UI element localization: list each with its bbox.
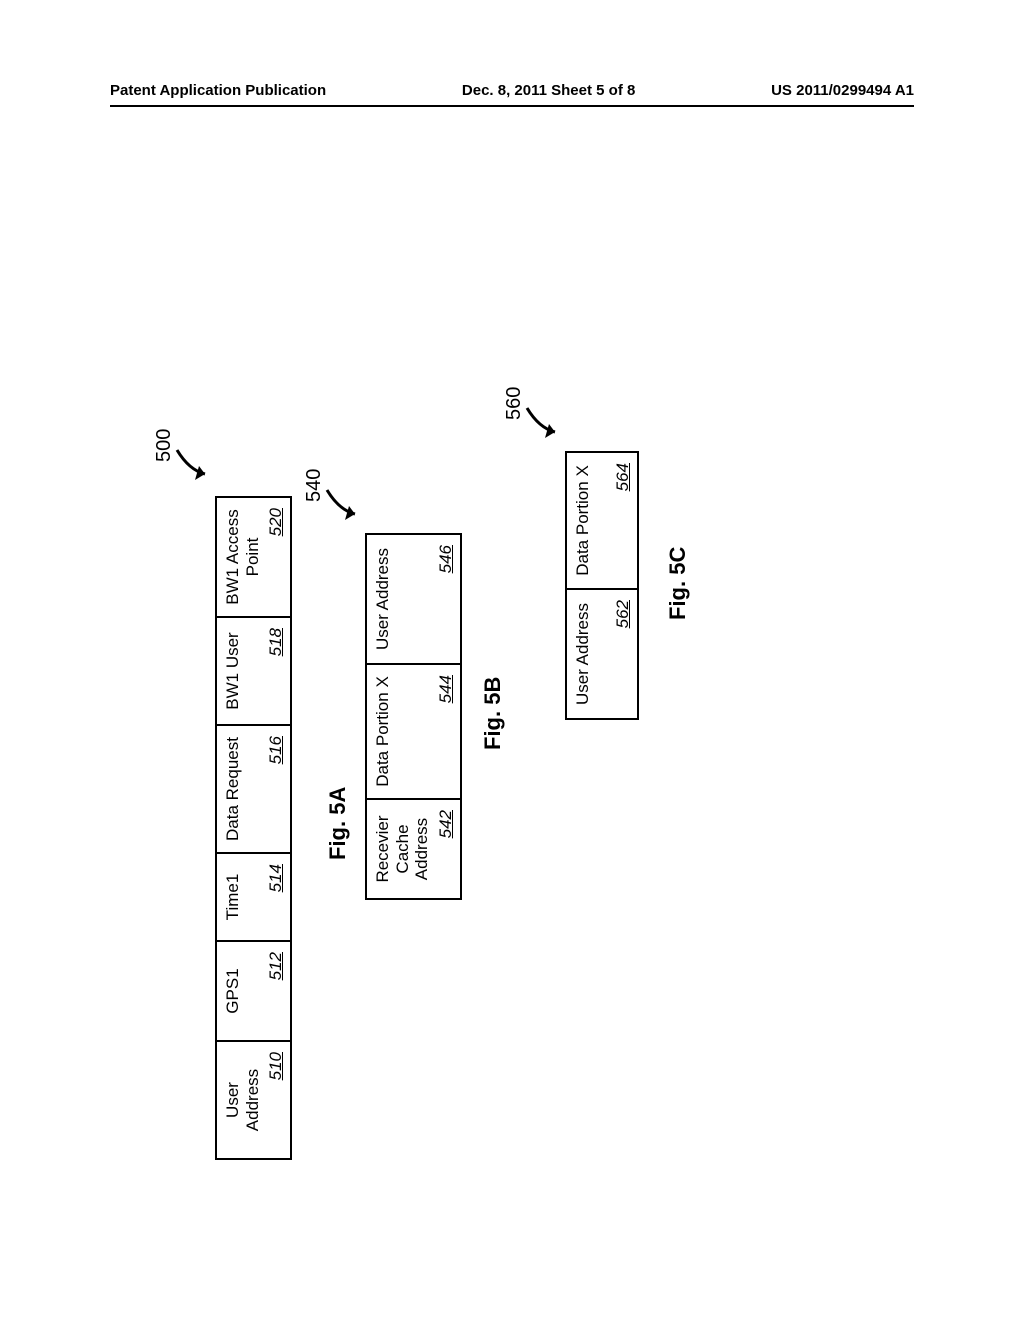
field-label: User Address [373,545,393,653]
field-label: Recevier Cache Address [373,810,432,888]
field-ref: 512 [266,952,286,980]
arrow-5b [325,480,369,520]
field-label: Data Request [223,736,243,842]
field-ref: 516 [266,736,286,764]
field-label: Time1 [223,864,243,930]
header-rule [110,105,914,107]
ref-5c: 560 [503,387,526,420]
header-right: US 2011/0299494 A1 [771,82,914,99]
field-label: Data Portion X [573,463,593,578]
field-ref: 544 [436,675,456,703]
packet-field: Data Portion X 564 [567,453,637,588]
field-label: BW1 Access Point [223,508,262,606]
field-ref: 518 [266,628,286,656]
field-ref: 562 [613,600,633,628]
packet-field: Time1 514 [217,852,290,940]
packet-5c: User Address 562 Data Portion X 564 [565,451,639,720]
fig-5c-group: User Address562Data Portion X564 560 Fig… [565,451,639,720]
field-ref: 520 [266,508,286,536]
packet-field: Data Portion X 544 [367,663,460,798]
packet-field: BW1 Access Point520 [217,498,290,616]
packet-field: User Address510 [217,1040,290,1158]
packet-field: GPS1 512 [217,940,290,1040]
packet-field: User Address 546 [367,535,460,663]
header-center: Dec. 8, 2011 Sheet 5 of 8 [462,82,635,99]
caption-5a: Fig. 5A [325,787,351,860]
arrow-5a [175,440,219,480]
field-label: Data Portion X [373,675,393,788]
fig-5a-group: User Address510 GPS1 512 Time1 514 Data Reque… [215,496,292,1160]
fig-5b-group: Recevier Cache Address542 Data Portion X 5… [365,533,462,900]
field-label: BW1 User [223,628,243,714]
field-label: User Address [223,1052,262,1148]
field-ref: 510 [266,1052,286,1080]
field-ref: 514 [266,864,286,892]
field-ref: 542 [436,810,456,838]
packet-5b: Recevier Cache Address542 Data Portion X 5… [365,533,462,900]
packet-5a: User Address510 GPS1 512 Time1 514 Data Reque… [215,496,292,1160]
field-label: GPS1 [223,952,243,1030]
packet-field: Data Request 516 [217,724,290,852]
packet-field: User Address 562 [567,588,637,718]
arrow-5c [525,398,569,438]
packet-field: Recevier Cache Address542 [367,798,460,898]
page-header: Patent Application Publication Dec. 8, 2… [0,82,1024,107]
field-ref: 546 [436,545,456,573]
field-ref: 564 [613,463,633,491]
figures-area: User Address510GPS1512Time1514Data Reque… [105,180,917,1180]
ref-5a: 500 [153,429,176,462]
packet-field: BW1 User 518 [217,616,290,724]
caption-5b: Fig. 5B [480,677,506,750]
header-left: Patent Application Publication [110,82,326,99]
field-label: User Address [573,600,593,708]
caption-5c: Fig. 5C [665,547,691,620]
ref-5b: 540 [303,469,326,502]
